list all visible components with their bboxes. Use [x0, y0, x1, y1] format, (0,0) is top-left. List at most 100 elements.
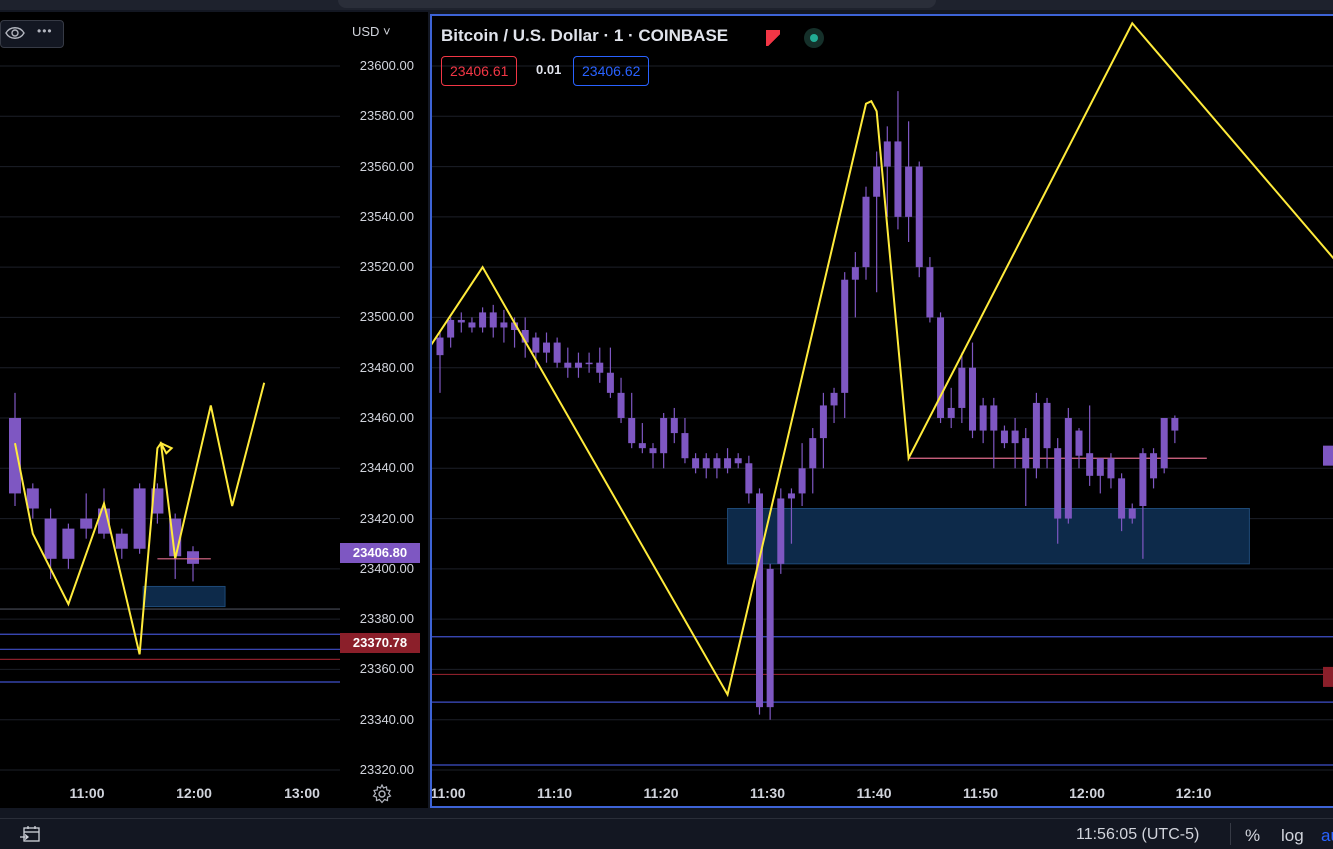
price-tick-label: 23340.00 — [359, 711, 414, 727]
candle-body — [564, 362, 572, 368]
gear-icon[interactable] — [372, 783, 392, 808]
candle-body — [1150, 453, 1158, 479]
candle-body — [553, 342, 561, 363]
price-axis[interactable]: USD ˅ 23600.00 23580.00 23560.00 23540.00 23… — [340, 12, 428, 808]
main-chart-pane[interactable]: 11:00 11:10 11:20 11:30 11:40 11:50 12:00 12:10… — [430, 14, 1333, 808]
candle-body — [702, 458, 710, 469]
last-price-tag: 23406.80 — [340, 543, 420, 563]
candle-body — [819, 405, 827, 439]
more-dots-icon[interactable]: ••• — [37, 24, 53, 38]
time-axis-label: 11:40 — [856, 785, 891, 801]
candle-body — [713, 458, 721, 469]
candle-body — [1043, 402, 1051, 449]
candle-body — [151, 488, 164, 514]
candle-body — [745, 463, 753, 494]
candle-body — [756, 493, 763, 708]
candle-body — [26, 488, 39, 509]
candle-body — [436, 337, 444, 356]
price-marker — [1323, 666, 1333, 687]
price-tick-label: 23580.00 — [359, 108, 414, 124]
candle-body — [606, 372, 614, 393]
market-status-icon[interactable] — [804, 28, 824, 48]
time-axis-label: 11:50 — [963, 785, 998, 801]
candle-body — [617, 392, 625, 418]
candle-body — [133, 488, 146, 549]
pane-separator[interactable] — [428, 12, 430, 808]
price-tick-label: 23460.00 — [359, 410, 414, 425]
percent-scale-toggle[interactable]: % — [1245, 826, 1261, 845]
time-axis-label: 11:00 — [69, 785, 104, 801]
price-tick-label: 23320.00 — [359, 762, 414, 777]
flag-icon[interactable] — [766, 30, 780, 46]
candle-body — [787, 493, 795, 499]
clock-timezone[interactable]: 11:56:05 (UTC-5) — [1076, 826, 1200, 843]
candle-body — [638, 443, 646, 449]
candle-body — [1075, 430, 1083, 456]
candle-body — [681, 433, 689, 459]
candle-body — [1064, 418, 1072, 519]
price-tick-label: 23440.00 — [359, 460, 414, 476]
symbol-title[interactable]: Bitcoin / U.S. Dollar · 1 · COINBASE — [441, 26, 729, 45]
price-tick-label: 23600.00 — [359, 58, 414, 73]
time-axis-label: 12:10 — [1176, 785, 1212, 801]
candle-body — [649, 448, 657, 454]
candle-body — [80, 518, 93, 529]
divider — [1230, 823, 1231, 845]
top-bar — [0, 0, 1333, 10]
price-marker — [1323, 445, 1333, 466]
pane-toolbar: ••• — [0, 20, 64, 48]
candle-body — [873, 166, 881, 197]
candle-body — [1118, 478, 1126, 519]
time-axis-label: 11:30 — [750, 785, 785, 801]
price-tick-label: 23540.00 — [359, 208, 414, 224]
candle-body — [489, 312, 497, 328]
candle-body — [479, 312, 487, 328]
candle-body — [969, 367, 976, 431]
candle-body — [187, 551, 199, 564]
candle-body — [115, 533, 128, 549]
candle-body — [1139, 453, 1147, 506]
candle-body — [585, 362, 593, 365]
price-tick-label: 23480.00 — [359, 359, 414, 375]
candle-body — [500, 322, 508, 328]
candle-body — [62, 528, 75, 559]
price-tick-label: 23360.00 — [359, 661, 414, 677]
candle-body — [1054, 448, 1062, 519]
candle-body — [766, 568, 774, 708]
time-axis-label: 11:20 — [643, 785, 678, 801]
zigzag-drawing — [14, 382, 266, 655]
price-tick-label: 23380.00 — [359, 611, 414, 627]
calendar-goto-icon[interactable] — [20, 825, 40, 843]
eye-icon[interactable] — [5, 25, 25, 44]
sell-price-button[interactable]: 23406.61 — [441, 56, 518, 86]
main-chart-canvas[interactable]: 11:00 11:10 11:20 11:30 11:40 11:50 12:00 12:10 — [432, 16, 1333, 808]
candle-body — [958, 367, 966, 408]
rectangle-zone — [142, 585, 226, 608]
candle-body — [1011, 430, 1019, 444]
candle-body — [1107, 458, 1115, 479]
time-axis-label: 12:00 — [1069, 785, 1105, 801]
candle-body — [532, 337, 540, 353]
auto-scale-toggle[interactable]: au — [1321, 826, 1333, 845]
candle-body — [670, 418, 678, 434]
left-chart-canvas[interactable]: 11:00 12:00 13:00 — [0, 12, 340, 808]
log-scale-toggle[interactable]: log — [1281, 826, 1304, 845]
candle-body — [979, 405, 987, 431]
buy-price-button[interactable]: 23406.62 — [573, 56, 650, 86]
candle-body — [9, 418, 21, 494]
candle-body — [1096, 458, 1104, 476]
time-axis-label: 11:10 — [537, 785, 572, 801]
rectangle-zone — [727, 508, 1250, 565]
spread-value: 0.01 — [536, 62, 562, 77]
candle-body — [511, 322, 519, 330]
candle-body — [521, 330, 529, 343]
currency-selector[interactable]: USD ˅ — [352, 24, 391, 39]
candle-body — [947, 407, 955, 418]
candle-body — [1000, 430, 1008, 444]
price-tick-label: 23520.00 — [359, 259, 414, 275]
candle-body — [905, 166, 913, 217]
time-axis-label: 13:00 — [284, 785, 320, 801]
left-chart-pane[interactable]: 11:00 12:00 13:00 ••• — [0, 12, 340, 808]
candle-body — [596, 362, 604, 373]
candle-body — [926, 267, 934, 318]
